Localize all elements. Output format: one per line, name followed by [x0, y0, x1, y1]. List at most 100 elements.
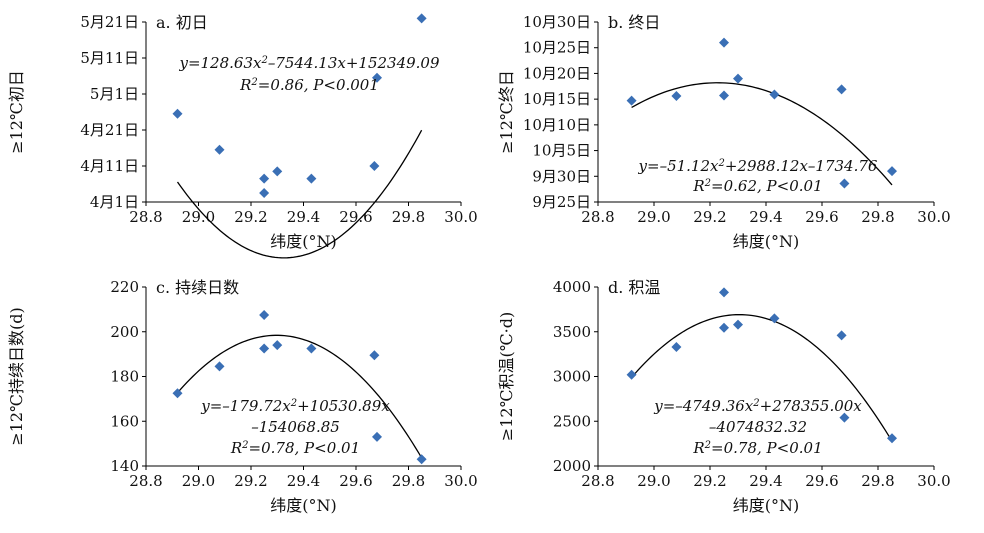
x-axis-label: 纬度(°N): [270, 232, 337, 251]
data-point: [272, 166, 283, 177]
y-tick-label: 4月11日: [80, 157, 139, 175]
x-tick-label: 29.0: [182, 472, 215, 490]
x-tick-label: 29.8: [861, 472, 894, 490]
y-tick-label: 10月30日: [523, 13, 591, 31]
x-tick-label: 30.0: [444, 208, 477, 226]
x-tick-label: 29.8: [392, 208, 425, 226]
x-tick-label: 29.2: [234, 208, 267, 226]
y-axis-label: ≥12℃积温(℃·d): [497, 312, 516, 441]
fit-curve: [631, 313, 893, 442]
data-point: [836, 330, 847, 341]
data-point: [214, 144, 225, 155]
y-axis-label: ≥12℃终日: [497, 70, 516, 154]
x-axis-label: 纬度(°N): [733, 496, 800, 515]
y-tick-label: 4月1日: [90, 193, 139, 211]
x-tick-label: 28.8: [129, 208, 162, 226]
x-tick-label: 29.2: [693, 472, 726, 490]
x-tick-label: 28.8: [581, 472, 614, 490]
y-tick-label: 5月21日: [80, 13, 139, 31]
y-tick-label: 10月25日: [523, 39, 591, 57]
data-point: [719, 90, 729, 101]
x-tick-label: 29.2: [234, 472, 267, 490]
data-point: [369, 350, 380, 361]
data-point: [306, 173, 317, 184]
fit-stats: R2=0.86, P<0.001: [239, 76, 379, 94]
x-tick-label: 29.0: [182, 208, 215, 226]
x-axis-label: 纬度(°N): [733, 232, 800, 251]
y-tick-label: 2500: [553, 412, 591, 430]
data-point: [769, 313, 780, 324]
data-point: [839, 178, 850, 189]
data-point: [416, 454, 427, 465]
fit-equation: y=128.63x2–7544.13x+152349.09: [178, 54, 440, 72]
data-point: [369, 161, 380, 171]
data-point: [372, 431, 382, 442]
data-point: [259, 173, 270, 184]
data-point: [416, 13, 427, 24]
fit-stats: R2=0.62, P<0.01: [692, 177, 822, 195]
x-tick-label: 29.6: [805, 472, 838, 490]
data-point: [172, 108, 183, 119]
y-tick-label: 10月15日: [523, 90, 591, 108]
x-tick-label: 30.0: [917, 472, 950, 490]
x-tick-label: 29.0: [637, 472, 670, 490]
y-tick-label: 5月1日: [90, 85, 139, 103]
x-tick-label: 28.8: [581, 208, 614, 226]
y-tick-label: 160: [110, 412, 139, 430]
chart-a: 28.8 29.0 29.2 29.4 29.6 29.8 30.0 4月1日 4月11日 4月2…: [7, 13, 478, 259]
y-tick-label: 5月11日: [80, 49, 139, 67]
data-point: [172, 388, 183, 399]
x-tick-label: 28.8: [129, 472, 162, 490]
x-tick-label: 29.4: [749, 472, 782, 490]
data-point: [719, 287, 729, 298]
x-tick-label: 30.0: [444, 472, 477, 490]
x-tick-label: 29.6: [339, 208, 372, 226]
data-point: [671, 341, 682, 352]
data-point: [259, 343, 270, 354]
data-point: [626, 369, 637, 380]
data-point: [214, 361, 225, 372]
y-tick-label: 3000: [553, 368, 591, 386]
y-tick-label: 2000: [553, 457, 591, 475]
y-tick-label: 10月10日: [523, 116, 591, 134]
data-point: [836, 84, 847, 95]
panel-title: a. 初日: [156, 13, 208, 32]
data-point: [259, 309, 270, 320]
fit-equation-cont: –4074832.32: [709, 418, 807, 436]
y-tick-label: 4月21日: [80, 121, 139, 139]
chart-b: 28.8 29.0 29.2 29.4 29.6 29.8 30.0 9月25日 9月30日 10…: [497, 13, 951, 251]
data-point: [259, 188, 270, 198]
data-point: [887, 166, 897, 177]
y-tick-label: 9月25日: [532, 193, 591, 211]
x-tick-label: 29.6: [339, 472, 372, 490]
y-tick-label: 3500: [553, 323, 591, 341]
data-point: [372, 72, 382, 83]
panel-title: c. 持续日数: [156, 278, 239, 297]
x-tick-label: 29.4: [749, 208, 782, 226]
y-axis-label: ≥12℃持续日数(d): [7, 307, 26, 445]
data-point: [769, 89, 780, 100]
data-point: [887, 433, 897, 444]
data-point: [671, 91, 682, 102]
data-point: [733, 319, 743, 330]
fit-equation: y=–51.12x2+2988.12x–1734.76: [638, 157, 878, 175]
panel-title: d. 积温: [608, 278, 660, 297]
y-tick-label: 220: [110, 278, 139, 296]
fit-equation: y=–4749.36x2+278355.00x: [653, 397, 862, 415]
x-axis-label: 纬度(°N): [270, 496, 337, 515]
data-point: [839, 412, 850, 423]
x-tick-label: 29.4: [287, 472, 320, 490]
fit-equation: y=–179.72x2+10530.89x: [200, 397, 390, 415]
chart-c: 28.8 29.0 29.2 29.4 29.6 29.8 30.0 140 160 180 200…: [7, 278, 478, 515]
data-point: [719, 322, 729, 333]
data-point: [626, 95, 637, 106]
data-point: [306, 343, 317, 354]
x-tick-label: 29.8: [392, 472, 425, 490]
chart-d: 28.8 29.0 29.2 29.4 29.6 29.8 30.0 2000 2500 3000…: [497, 278, 951, 515]
x-tick-label: 29.8: [861, 208, 894, 226]
fit-curve: [176, 129, 423, 259]
fit-curve: [177, 334, 423, 459]
y-tick-label: 140: [110, 457, 139, 475]
fit-stats: R2=0.78, P<0.01: [692, 439, 822, 457]
